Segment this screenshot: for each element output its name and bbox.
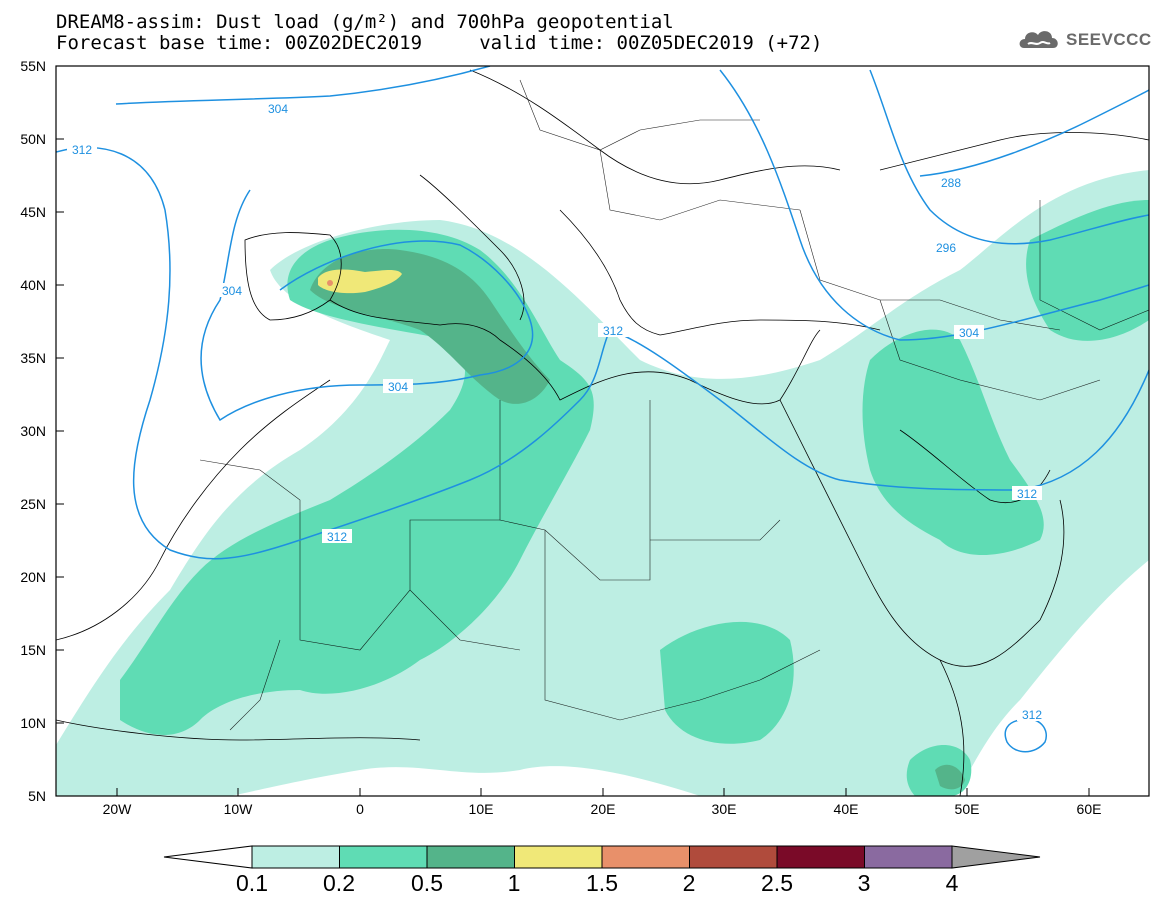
colorbar-swatches — [251, 845, 953, 869]
lon-ticks — [116, 788, 1090, 796]
lat-label: 55N — [20, 58, 46, 74]
lon-label: 10W — [224, 801, 254, 817]
borders — [199, 79, 1149, 731]
lon-label: 60E — [1077, 801, 1102, 817]
cloud-icon — [1019, 31, 1058, 48]
colorbar-swatch — [514, 845, 603, 869]
lat-label: 40N — [20, 277, 46, 293]
colorbar-swatch — [601, 845, 690, 869]
colorbar-label: 1 — [507, 870, 521, 896]
lat-label: 30N — [20, 423, 46, 439]
contour-label: 312 — [1017, 487, 1037, 501]
lon-labels: 20W 10W 0 10E 20E 30E 40E 50E 60E — [103, 801, 1102, 817]
colorbar-swatch — [339, 845, 428, 869]
colorbar-swatch — [689, 845, 778, 869]
colorbar-label: 2.5 — [761, 870, 793, 896]
colorbar-label: 0.5 — [411, 870, 443, 896]
contour-label: 304 — [388, 380, 408, 394]
colorbar-swatch — [864, 845, 953, 869]
lat-label: 5N — [28, 788, 46, 804]
contour-label: 312 — [72, 143, 92, 157]
lon-label: 40E — [834, 801, 859, 817]
forecast-time-line: Forecast base time: 00Z02DEC2019 valid t… — [56, 32, 823, 54]
contour-label: 304 — [959, 326, 979, 340]
lon-label: 20E — [591, 801, 616, 817]
map-title: DREAM8-assim: Dust load (g/m²) and 700hP… — [56, 11, 674, 33]
contour-labels: 304 312 304 304 312 312 288 296 304 312 … — [67, 101, 1047, 722]
dust-area-medium-east — [862, 329, 1044, 555]
colorbar-label: 3 — [857, 870, 871, 896]
contour-label: 312 — [603, 324, 623, 338]
colorbar-swatch — [251, 845, 340, 869]
contour-label: 288 — [941, 176, 961, 190]
lat-ticks — [56, 65, 64, 797]
colorbar — [163, 845, 1041, 869]
colorbar-swatch — [776, 845, 865, 869]
lat-label: 15N — [20, 642, 46, 658]
colorbar-label: 4 — [945, 870, 959, 896]
contour-label: 296 — [936, 241, 956, 255]
seevccc-logo: SEEVCCC — [1066, 30, 1152, 49]
lat-label: 25N — [20, 496, 46, 512]
contour-label: 304 — [268, 102, 288, 116]
contour-label: 304 — [222, 284, 242, 298]
colorbar-high-arrow — [951, 845, 1041, 869]
lon-label: 50E — [955, 801, 980, 817]
lon-label: 0 — [356, 801, 364, 817]
dust-shading — [56, 170, 1149, 796]
lat-label: 45N — [20, 204, 46, 220]
lon-label: 20W — [103, 801, 133, 817]
contour-label: 312 — [327, 530, 347, 544]
lat-label: 10N — [20, 715, 46, 731]
geopotential-contours — [56, 66, 1149, 753]
colorbar-label: 0.1 — [236, 870, 268, 896]
colorbar-label: 0.2 — [323, 870, 355, 896]
colorbar-label: 1.5 — [586, 870, 618, 896]
colorbar-label: 2 — [682, 870, 696, 896]
dust-area-medium-ne — [1026, 200, 1149, 341]
lat-label: 50N — [20, 131, 46, 147]
lat-label: 35N — [20, 350, 46, 366]
lat-label: 20N — [20, 569, 46, 585]
lon-label: 10E — [469, 801, 494, 817]
lon-label: 30E — [712, 801, 737, 817]
dust-area-yellow — [318, 269, 402, 294]
lat-labels: 55N 50N 45N 40N 35N 30N 25N 20N 15N 10N … — [20, 58, 46, 804]
dust-area-dark-small — [935, 764, 965, 790]
coastlines — [56, 69, 1149, 796]
contour-label: 312 — [1022, 708, 1042, 722]
colorbar-swatch — [426, 845, 515, 869]
dust-area-medium-central — [660, 621, 794, 744]
colorbar-low-arrow — [163, 845, 253, 869]
